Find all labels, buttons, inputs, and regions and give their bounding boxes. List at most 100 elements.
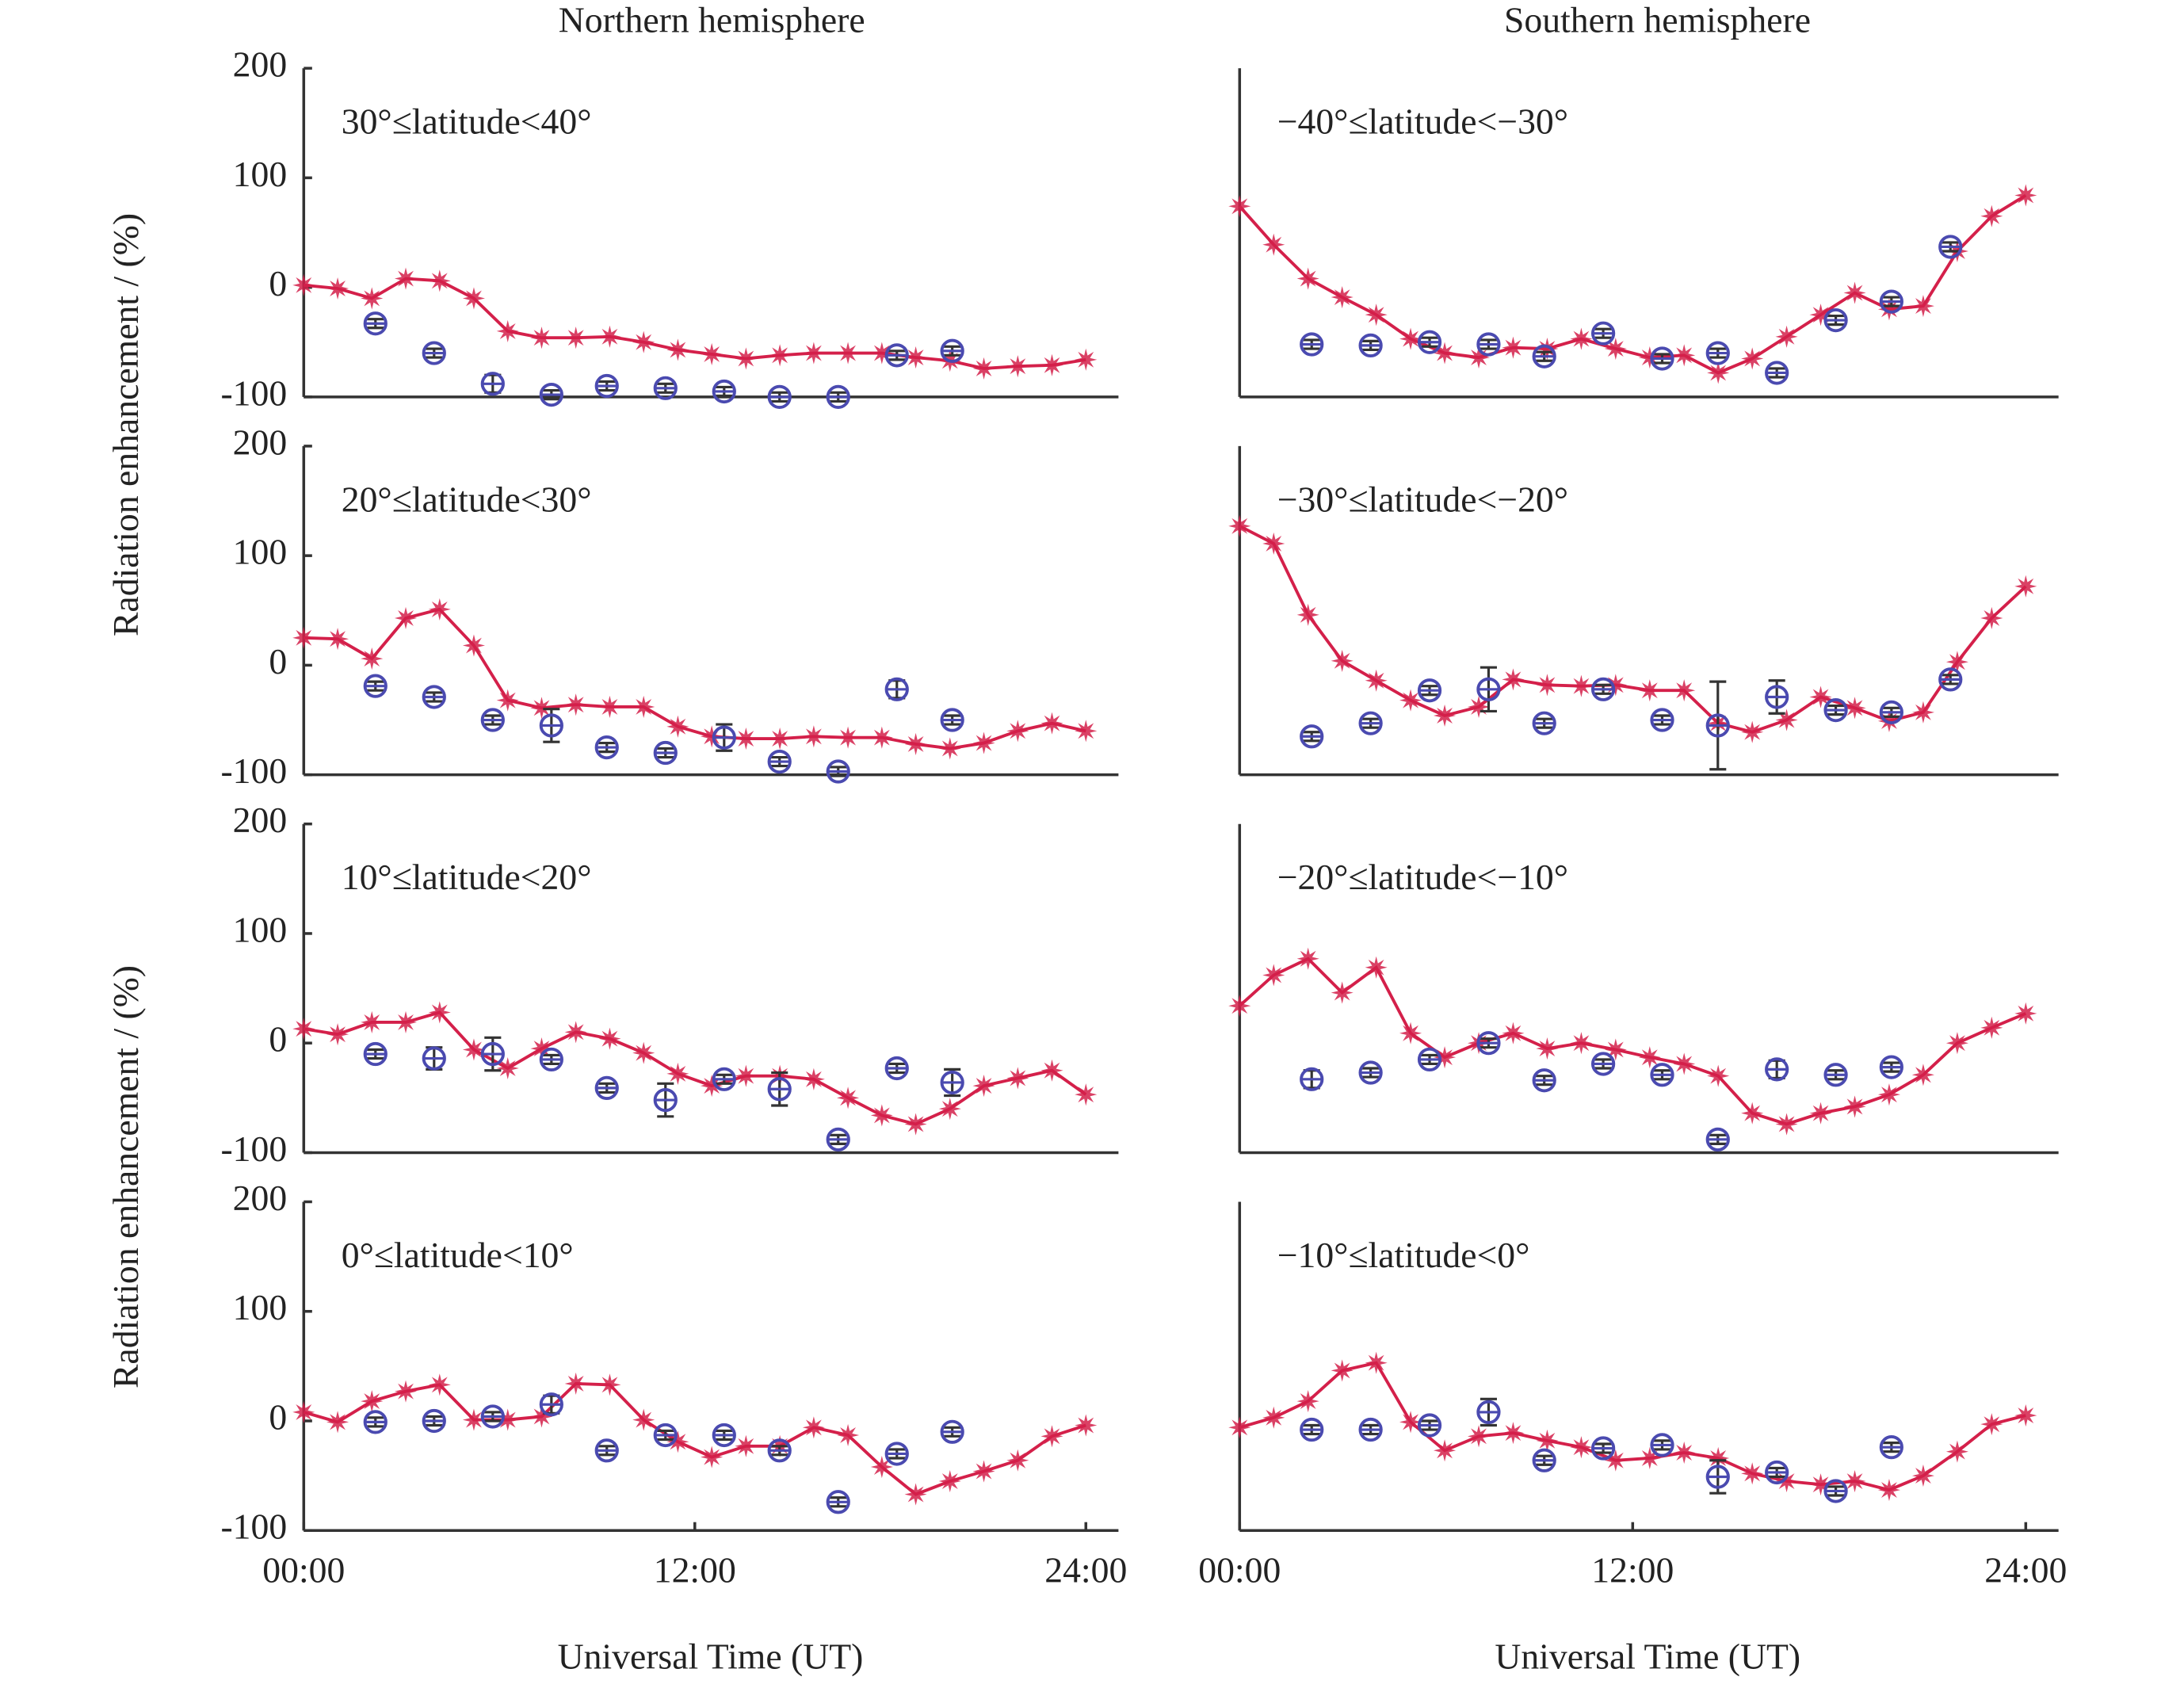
panel-title: 30°≤latitude<40° xyxy=(342,101,592,142)
star-marker xyxy=(701,342,724,366)
circle-marker xyxy=(1705,1127,1730,1151)
star-marker xyxy=(2014,575,2037,598)
star-marker xyxy=(1741,1462,1764,1485)
star-marker xyxy=(837,1087,860,1109)
circle-marker xyxy=(1358,333,1383,358)
star-marker xyxy=(2014,1002,2037,1025)
circle-marker xyxy=(767,384,792,409)
x-tick-label: 24:00 xyxy=(1044,1549,1127,1590)
star-marker xyxy=(735,727,758,750)
star-marker xyxy=(1707,361,1730,384)
star-marker xyxy=(1570,674,1593,697)
y-tick-label: 0 xyxy=(269,1019,287,1060)
star-marker xyxy=(1775,325,1798,348)
circle-marker xyxy=(480,708,505,732)
panel-title: 0°≤latitude<10° xyxy=(342,1235,574,1275)
star-marker xyxy=(292,626,315,649)
circle-marker xyxy=(363,1410,388,1434)
star-marker xyxy=(361,1010,384,1033)
star-marker xyxy=(1604,1038,1627,1061)
star-marker xyxy=(598,695,621,719)
star-marker xyxy=(938,1469,961,1493)
circle-marker xyxy=(1300,1417,1324,1442)
star-marker xyxy=(598,1027,621,1050)
star-marker xyxy=(701,1445,724,1468)
star-marker xyxy=(428,1001,451,1024)
circle-marker xyxy=(1879,700,1903,724)
star-marker xyxy=(1228,514,1251,537)
star-marker xyxy=(1673,1442,1696,1465)
circle-marker xyxy=(363,674,388,698)
star-marker xyxy=(1331,649,1354,672)
y-tick-label: -100 xyxy=(220,1507,287,1547)
star-marker xyxy=(428,269,451,292)
circle-marker xyxy=(1300,1067,1324,1091)
star-marker xyxy=(1673,679,1696,702)
circle-marker xyxy=(1532,344,1556,369)
star-marker xyxy=(1365,304,1388,327)
star-marker xyxy=(496,689,519,712)
star-marker xyxy=(394,1380,418,1403)
star-marker xyxy=(462,634,486,657)
star-marker xyxy=(837,1423,860,1447)
circle-marker xyxy=(539,382,563,407)
circle-marker xyxy=(940,708,964,732)
circle-marker xyxy=(1590,321,1616,346)
star-marker xyxy=(1296,603,1319,626)
star-marker xyxy=(1911,1465,1934,1488)
circle-marker xyxy=(940,338,964,363)
circle-marker xyxy=(1476,1400,1501,1425)
circle-marker xyxy=(884,1442,909,1466)
star-marker xyxy=(1502,1422,1525,1445)
circle-marker xyxy=(1938,667,1963,692)
star-marker xyxy=(972,1075,995,1098)
panel-title: 20°≤latitude<30° xyxy=(342,479,592,519)
circle-marker xyxy=(1358,711,1383,735)
circle-marker xyxy=(1532,1448,1556,1472)
panel-title: −40°≤latitude<−30° xyxy=(1277,101,1568,142)
star-marker xyxy=(1604,337,1627,361)
circle-marker xyxy=(363,1041,388,1067)
star-marker xyxy=(1467,1425,1491,1448)
star-marker xyxy=(1638,679,1661,702)
star-marker xyxy=(1741,1102,1764,1125)
series-line xyxy=(1239,525,2027,734)
star-marker xyxy=(1570,1436,1593,1459)
circle-marker xyxy=(1650,346,1674,371)
y-tick-label: 200 xyxy=(233,44,288,85)
circle-marker xyxy=(1823,697,1848,723)
star-marker xyxy=(1707,1064,1730,1087)
star-marker xyxy=(802,725,825,748)
circle-marker xyxy=(940,1419,964,1444)
circle-marker xyxy=(1650,1433,1674,1457)
star-marker xyxy=(666,715,689,738)
star-marker xyxy=(361,1390,384,1413)
circle-marker xyxy=(826,1490,850,1514)
circle-marker xyxy=(653,740,678,766)
x-tick-label: 12:00 xyxy=(654,1549,736,1590)
circle-marker xyxy=(1705,341,1730,365)
star-marker xyxy=(735,1434,758,1457)
star-marker xyxy=(564,327,587,349)
star-marker xyxy=(394,606,418,630)
panel-title: 10°≤latitude<20° xyxy=(342,857,592,897)
star-marker xyxy=(530,697,553,720)
star-marker xyxy=(735,1064,758,1087)
star-marker xyxy=(1945,1440,1968,1463)
circle-marker xyxy=(1417,1047,1442,1072)
star-marker xyxy=(361,647,384,670)
star-marker xyxy=(1331,981,1354,1004)
circle-marker xyxy=(422,1408,446,1434)
star-marker xyxy=(292,1018,315,1041)
circle-marker xyxy=(1765,1057,1789,1082)
circle-marker xyxy=(1650,708,1674,732)
series-line xyxy=(1238,957,2027,1126)
star-marker xyxy=(326,1023,349,1046)
x-tick-label: 12:00 xyxy=(1591,1549,1674,1590)
star-marker xyxy=(1296,267,1319,290)
circle-marker xyxy=(480,1041,505,1067)
star-marker xyxy=(1741,720,1764,743)
star-marker xyxy=(1980,1413,2003,1436)
circle-marker xyxy=(653,376,678,400)
